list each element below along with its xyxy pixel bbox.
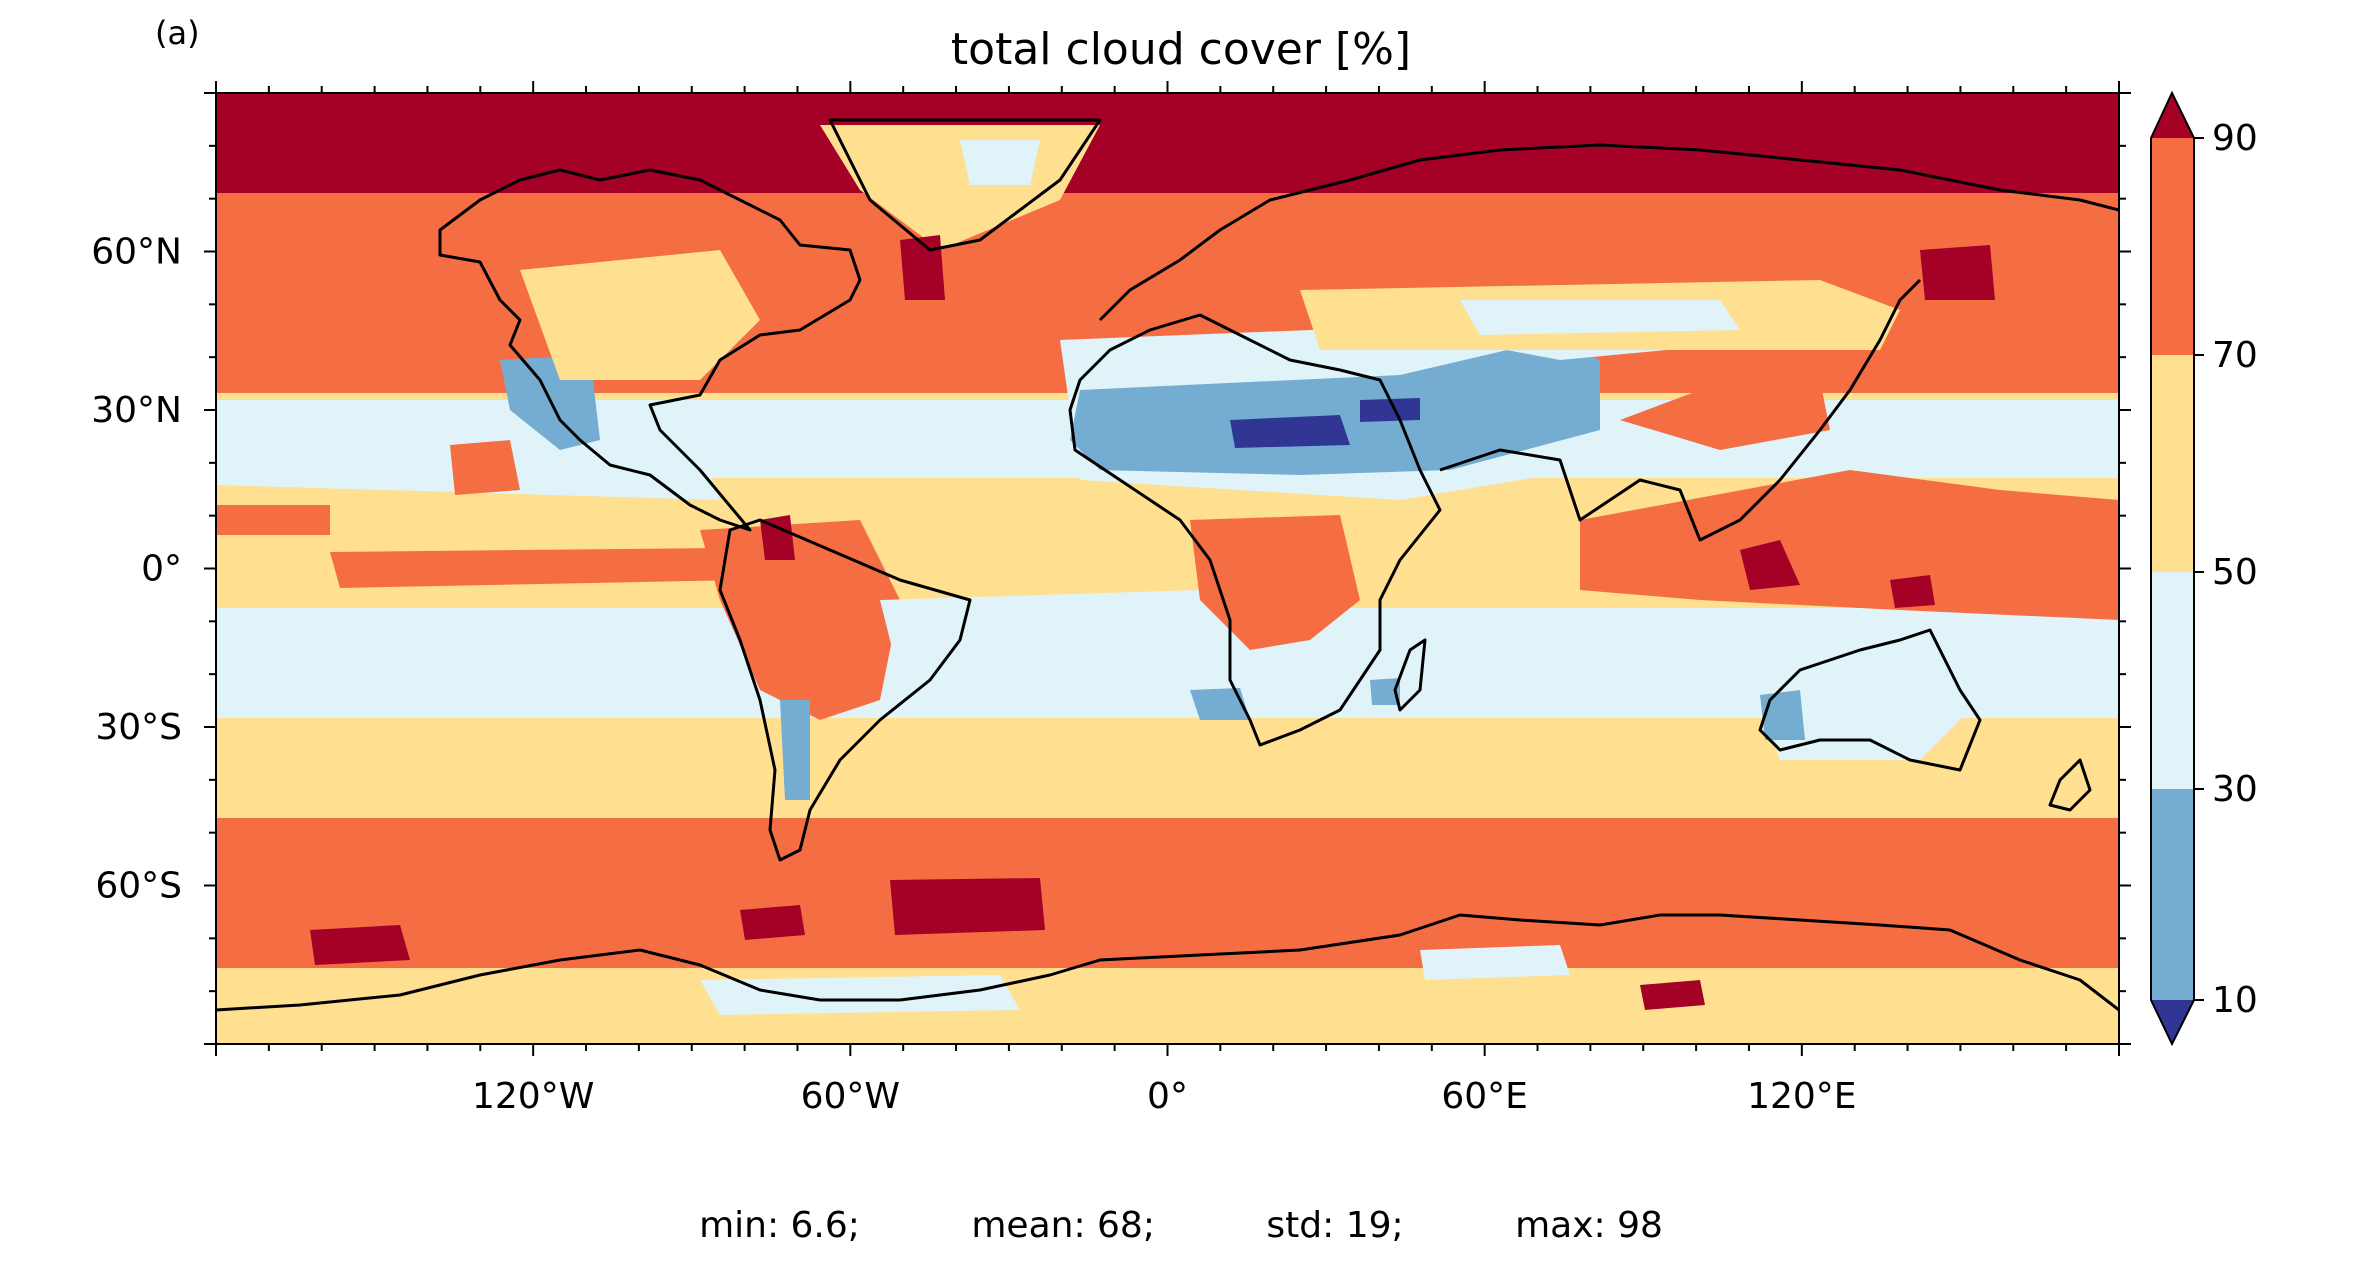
colorbar-segment-70-90 [2151,138,2194,355]
x-tick-label: 60°W [801,1076,900,1117]
patch-antarctica-light [700,975,1020,1015]
patch-maritime-peak [1740,540,1800,590]
patch-siberia-light [1460,300,1740,335]
patch-sahara [1070,340,1600,475]
coast-asia-south [1439,278,1922,542]
patch-central-africa [1190,515,1360,650]
colorbar-label-90: 90 [2212,118,2258,159]
patch-andes-dry [780,700,810,800]
coast-australia [1758,628,1982,772]
colorbar-tick-labels: 90 70 50 30 10 [2212,118,2258,1021]
band-arctic [216,93,2119,193]
colorbar-label-10: 10 [2212,980,2258,1021]
patch-canada [520,250,760,380]
colorbar-label-70: 70 [2212,335,2258,376]
patch-south-africa-dry [1190,688,1250,720]
coast-greenland [828,118,1102,252]
statistics-line: min: 6.6; mean: 68; std: 19; max: 98 [0,1205,2362,1246]
y-tick-label: 60°N [91,232,182,273]
band-antarctic [216,968,2119,1044]
x-tick-label: 120°E [1747,1076,1856,1117]
cloud-cover-map [216,93,2119,1044]
patch-southern-ocean-red [890,878,1045,935]
coast-south-america [718,518,972,862]
patch-amazon [700,520,900,720]
patch-stratocu-ne-pacific [450,440,520,495]
x-tick-label: 60°E [1441,1076,1528,1117]
x-tick-label: 120°W [472,1076,594,1117]
coast-new-zealand [2048,758,2092,812]
patch-tibet [1620,380,1830,450]
colorbar-segment-30-50 [2151,572,2194,789]
colorbar-segment-10-30 [2151,789,2194,1000]
stat-max: max: 98 [1515,1205,1663,1246]
colorbar-segment-50-70 [2151,355,2194,572]
patch-east-pacific [216,505,330,535]
patch-greenland-light [960,140,1040,185]
colorbar-ticks [2194,137,2204,1001]
y-tick-labels: 60°N 30°N 0° 30°S 60°S [91,232,182,907]
y-tick-label: 30°N [91,390,182,431]
stat-min: min: 6.6; [699,1205,860,1246]
patch-antarctica-red [1640,980,1705,1010]
axis-ticks [204,81,2131,1056]
patch-australia-dry [1760,690,1805,740]
y-tick-label: 60°S [95,866,182,907]
colorbar-label-30: 30 [2212,769,2258,810]
x-tick-label: 0° [1147,1076,1188,1117]
patch-antarctica-light2 [1420,945,1570,980]
regional-patches [216,125,2119,1015]
patch-amazon-peak [760,515,795,560]
x-tick-labels: 120°W 60°W 0° 60°E 120°E [472,1076,1857,1117]
stat-mean: mean: 68; [971,1205,1155,1246]
patch-australia [1760,630,1980,760]
coast-europe-africa [1068,313,1442,747]
map-title: total cloud cover [%] [950,24,1412,75]
patch-kamchatka [1920,245,1995,300]
coast-eurasia [1098,143,2119,322]
patch-itcz-pacific [330,548,740,588]
coast-north-america [438,168,862,532]
band-southern-ocean [216,818,2119,968]
colorbar-label-50: 50 [2212,552,2258,593]
patch-sahara-core [1230,415,1350,448]
stat-std: std: 19; [1266,1205,1404,1246]
patch-southern-ocean-red3 [740,905,805,940]
panel-label: (a) [155,14,200,52]
y-tick-label: 30°S [95,707,182,748]
colorbar-extend-under [2151,1000,2194,1044]
patch-maritime-peak2 [1890,575,1935,608]
patch-canada-red [900,235,945,300]
colorbar-extend-over [2151,93,2194,138]
patch-maritime-continent [1580,470,2119,620]
coast-antarctica [216,913,2119,1012]
colorbar: 90 70 50 30 10 [2150,90,2258,1047]
coast-madagascar [1393,638,1427,712]
patch-arabia-core [1360,398,1420,422]
coastlines [216,118,2119,1012]
patch-madagascar-dry [1370,678,1400,705]
y-tick-label: 0° [141,549,182,590]
patch-southern-ocean-red2 [310,925,410,965]
